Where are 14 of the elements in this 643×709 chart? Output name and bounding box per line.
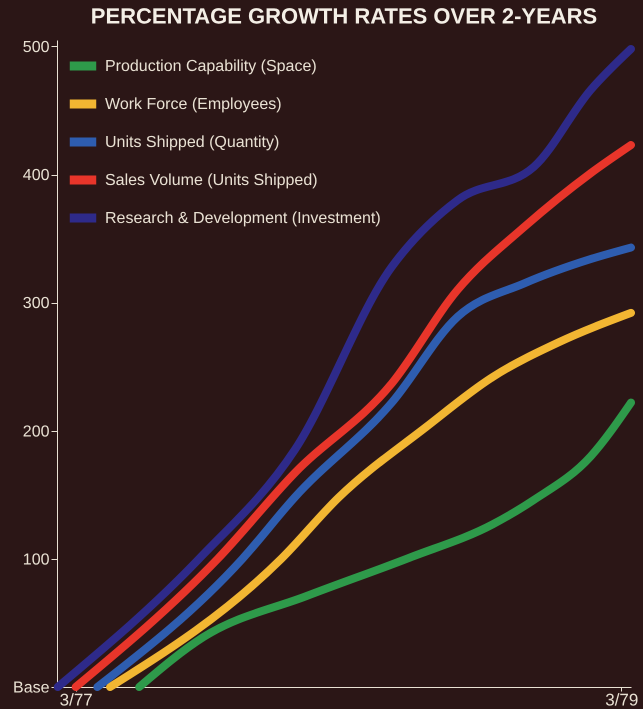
chart-title: PERCENTAGE GROWTH RATES OVER 2-YEARS xyxy=(90,3,598,28)
x-tick-label: 3/79 xyxy=(605,690,638,709)
y-tick-label: 500 xyxy=(22,38,50,56)
y-tick-label: 300 xyxy=(22,295,50,312)
y-tick-label: 200 xyxy=(22,423,50,440)
y-tick-label: Base xyxy=(13,680,50,696)
legend-label: Sales Volume (Units Shipped) xyxy=(105,172,318,189)
legend-label: Research & Development (Investment) xyxy=(105,210,381,227)
legend-label: Production Capability (Space) xyxy=(105,58,317,75)
x-tick-label: 3/77 xyxy=(60,690,93,709)
legend-label: Units Shipped (Quantity) xyxy=(105,134,280,151)
y-tick-label: 100 xyxy=(22,551,50,568)
y-tick-label: 400 xyxy=(22,167,50,184)
legend-label: Work Force (Employees) xyxy=(105,96,282,113)
